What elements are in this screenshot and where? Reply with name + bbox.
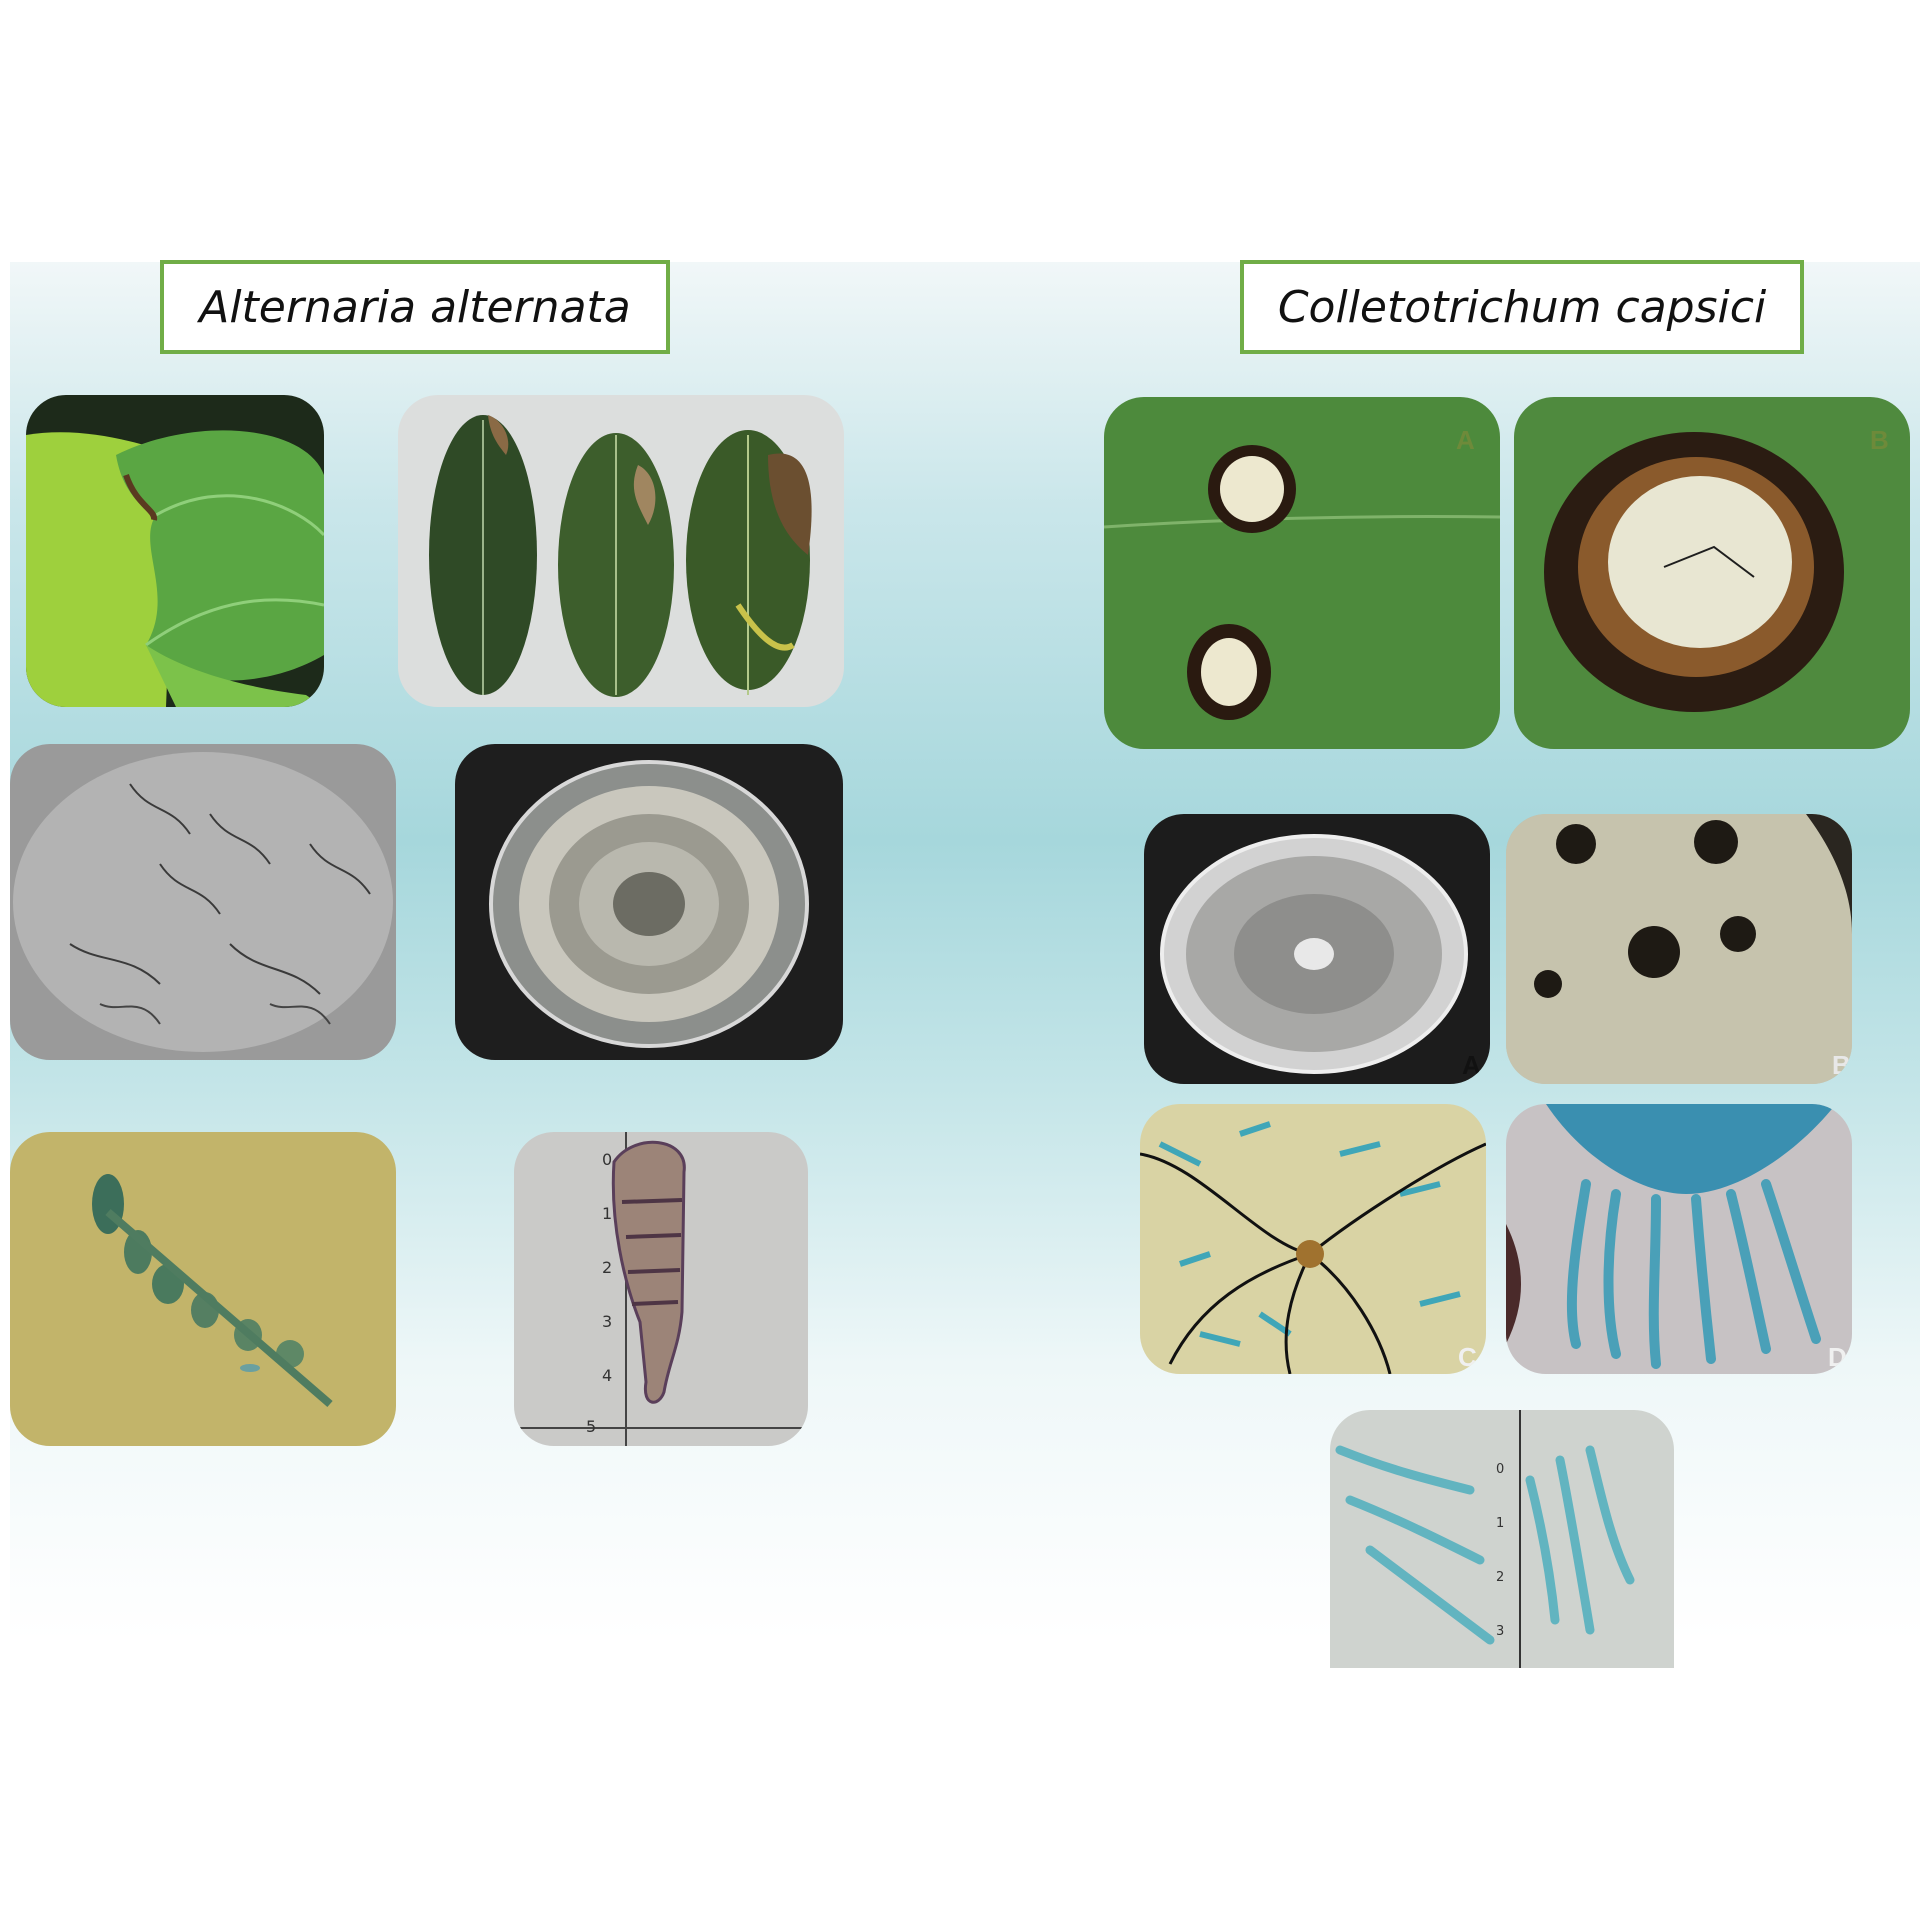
ruler-tick-2: 2: [602, 1258, 613, 1277]
panel-label-top-a: A: [1456, 425, 1475, 455]
scale-tick-1: 1: [1496, 1516, 1505, 1531]
panel-label-low-d: D: [1828, 1342, 1847, 1372]
panel-label-mid-b: B: [1832, 1050, 1851, 1080]
three-infected-leaves-photo: [398, 395, 844, 707]
panel-label-low-c: C: [1458, 1342, 1477, 1372]
single-conidium-with-scale: 0 1 2 3 4 5: [514, 1132, 808, 1446]
colletotrichum-conidia-with-scale: 0 1 2 3: [1330, 1410, 1674, 1668]
ruler-tick-1: 1: [602, 1204, 613, 1223]
ruler-tick-3: 3: [602, 1312, 613, 1331]
leaf-lesions-photo-a: A: [1104, 397, 1500, 749]
alternaria-title: Alternaria alternata: [160, 260, 670, 354]
setae-conidia-micrograph: C: [1140, 1104, 1486, 1374]
panel-label-mid-a: A: [1462, 1050, 1481, 1080]
panel-label-top-b: B: [1870, 425, 1889, 455]
hyphae-micrograph: [10, 744, 396, 1060]
colletotrichum-title: Colletotrichum capsici: [1240, 260, 1804, 354]
conidial-chain-micrograph: [10, 1132, 396, 1446]
scale-tick-3: 3: [1496, 1624, 1505, 1639]
colletotrichum-culture-photo: A: [1144, 814, 1490, 1084]
ruler-tick-5: 5: [586, 1417, 597, 1436]
setae-closeup-micrograph: D: [1506, 1104, 1852, 1374]
ruler-tick-4: 4: [602, 1366, 613, 1385]
alternaria-title-text: Alternaria alternata: [199, 281, 631, 333]
scale-tick-2: 2: [1496, 1570, 1505, 1585]
leaf-curl-photo: [26, 395, 324, 707]
ruler-tick-0: 0: [602, 1150, 613, 1169]
scale-tick-0: 0: [1496, 1462, 1505, 1477]
lesion-closeup-photo-b: B: [1514, 397, 1910, 749]
acervuli-photo: B: [1506, 814, 1852, 1084]
colletotrichum-title-text: Colletotrichum capsici: [1277, 281, 1767, 333]
petri-dish-culture-photo: [455, 744, 843, 1060]
